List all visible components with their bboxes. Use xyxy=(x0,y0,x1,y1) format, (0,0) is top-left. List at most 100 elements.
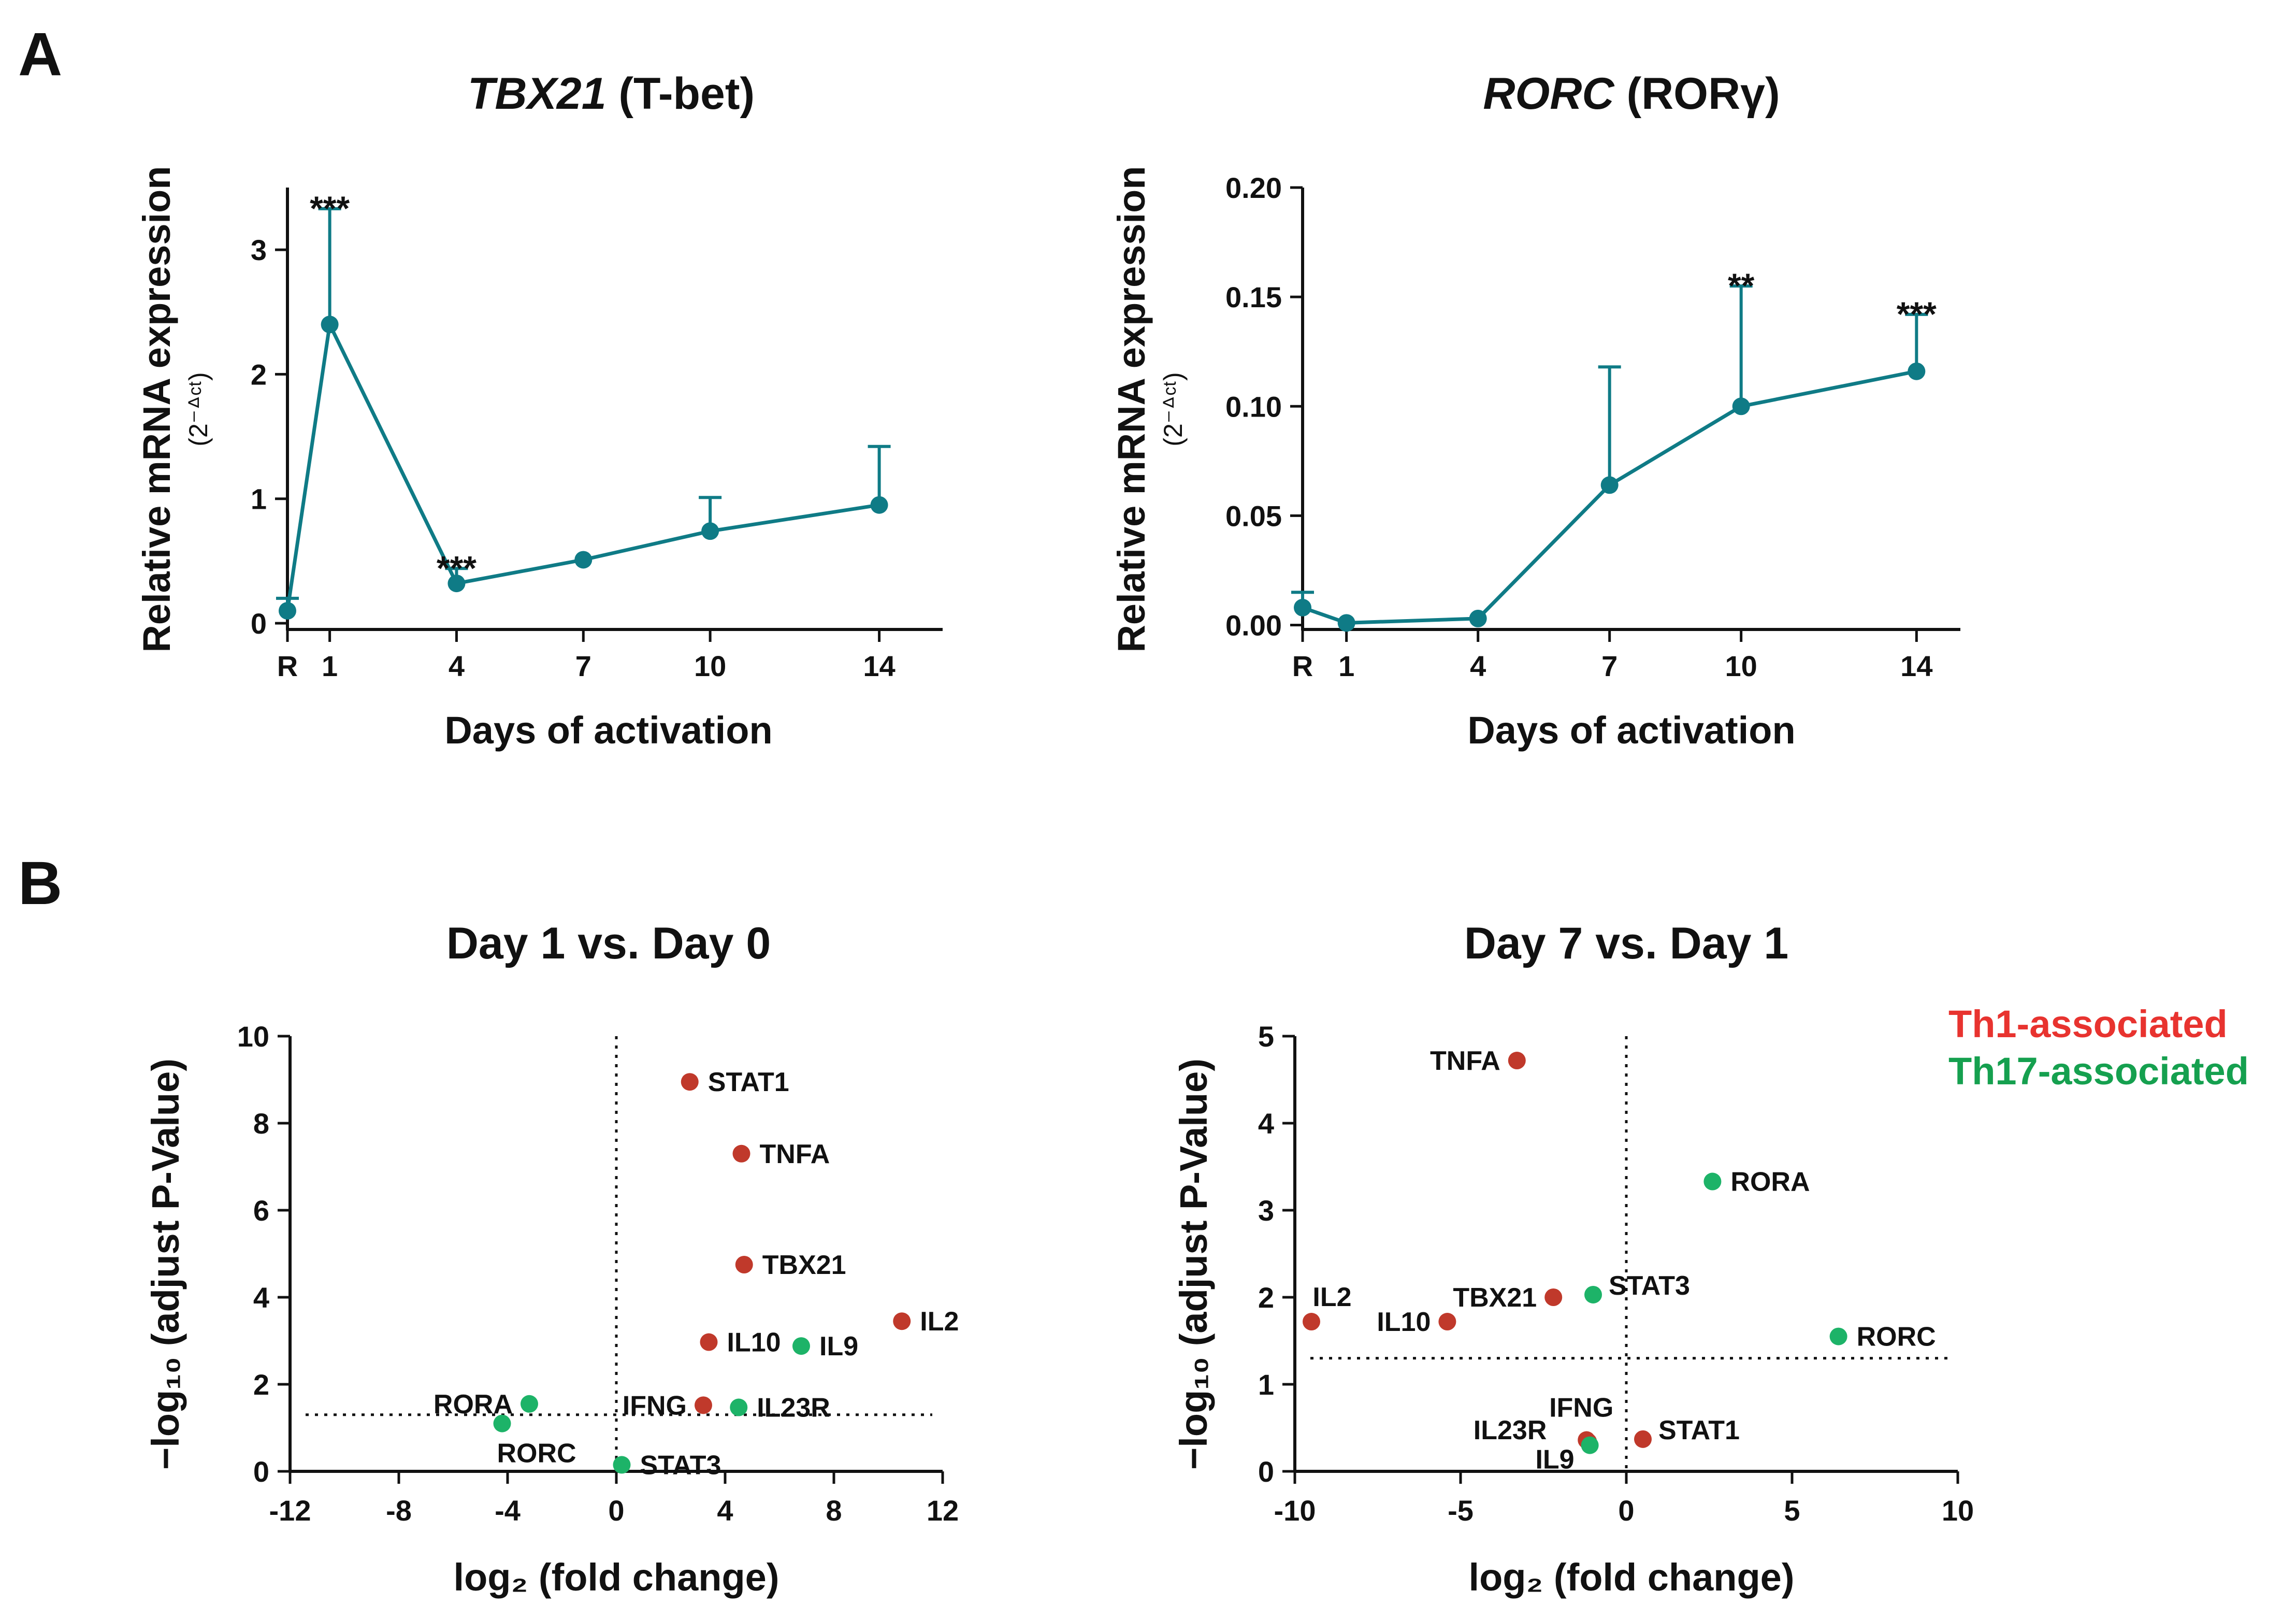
data-point xyxy=(1600,476,1619,494)
gene-label: STAT1 xyxy=(1658,1415,1740,1445)
chart-title: Day 7 vs. Day 1 xyxy=(1464,919,1788,968)
point-stat3 xyxy=(1584,1285,1602,1303)
y-tick-label: 3 xyxy=(251,234,267,266)
data-point xyxy=(701,522,719,540)
gene-label: IFNG xyxy=(1549,1393,1613,1423)
x-tick-label: 14 xyxy=(1900,650,1932,682)
x-tick-label: 0 xyxy=(608,1494,624,1527)
legend-th17-label: Th17-associated xyxy=(1948,1050,2249,1093)
gene-label: RORA xyxy=(1730,1167,1810,1197)
gene-label: TNFA xyxy=(760,1139,830,1169)
gene-label: STAT3 xyxy=(640,1450,721,1480)
point-rorc xyxy=(493,1414,511,1432)
point-ifng xyxy=(695,1396,712,1414)
chart-rorc: RORC (RORγ)0.000.050.100.150.20R 1 4 7 10 14D… xyxy=(1110,69,1960,752)
point-il10 xyxy=(1438,1313,1456,1331)
gene-label: RORC xyxy=(1857,1322,1936,1352)
y-axis-label: Relative mRNA expression xyxy=(1110,166,1153,652)
point-tnfa xyxy=(732,1144,750,1163)
y-axis-sublabel: (2⁻ᐞᶜᵗ) xyxy=(1159,372,1188,446)
title-gene: RORC xyxy=(1483,69,1626,119)
x-tick-label: 14 xyxy=(863,650,895,682)
x-axis-label: Days of activation xyxy=(1467,709,1795,752)
title-protein: (RORγ) xyxy=(1626,69,1780,119)
point-il23r xyxy=(730,1398,748,1416)
y-tick-label: 2 xyxy=(1258,1281,1274,1314)
y-axis-sublabel: (2⁻ᐞᶜᵗ) xyxy=(184,372,213,446)
x-tick-label: 8 xyxy=(826,1494,842,1527)
y-tick-label: 0.10 xyxy=(1225,390,1282,423)
gene-label: RORA xyxy=(434,1389,513,1420)
y-axis-label: −log₁₀ (adjust P-Value) xyxy=(144,1058,187,1470)
x-tick-label: 10 xyxy=(1725,650,1757,682)
data-point xyxy=(321,316,339,334)
x-tick-label: -8 xyxy=(386,1494,412,1527)
y-tick-label: 1 xyxy=(1258,1368,1274,1401)
gene-label: IL9 xyxy=(819,1331,858,1362)
point-tbx21 xyxy=(735,1256,753,1273)
gene-label: IL10 xyxy=(727,1328,781,1358)
data-point xyxy=(1469,609,1487,627)
x-tick-label: 4 xyxy=(717,1494,733,1527)
significance-marker: ** xyxy=(1728,266,1755,305)
chart-volcano-day1-vs-day0: Day 1 vs. Day 0 0 2 4 6 8 10 -12 -8 -4 0 4 8 12 log₂ (… xyxy=(144,919,959,1599)
significance-marker: *** xyxy=(437,549,476,587)
x-tick-label: 7 xyxy=(1601,650,1618,682)
y-tick-label: 4 xyxy=(1258,1107,1274,1140)
x-tick-label: 4 xyxy=(1470,650,1486,682)
x-tick-label: 7 xyxy=(575,650,591,682)
y-tick-label: 0.00 xyxy=(1225,609,1282,642)
y-tick-label: 2 xyxy=(251,358,267,391)
gene-label: TBX21 xyxy=(1453,1283,1537,1313)
y-tick-label: 0.15 xyxy=(1225,281,1282,313)
significance-marker: *** xyxy=(1897,295,1937,333)
gene-label: IL2 xyxy=(920,1307,959,1337)
gene-label: TNFA xyxy=(1430,1046,1500,1076)
series-line xyxy=(285,322,880,611)
point-tbx21 xyxy=(1544,1288,1563,1306)
y-tick-label: 8 xyxy=(253,1107,269,1140)
x-tick-label: 1 xyxy=(322,650,338,682)
point-rora xyxy=(1703,1172,1722,1191)
x-tick-label: -4 xyxy=(495,1494,521,1527)
x-tick-label: 10 xyxy=(694,650,726,682)
point-il2 xyxy=(893,1312,911,1330)
x-axis-label: log₂ (fold change) xyxy=(454,1556,779,1599)
x-tick-label: 10 xyxy=(1942,1494,1974,1527)
data-point xyxy=(574,551,593,569)
point-rorc xyxy=(1829,1327,1847,1345)
gene-label: IL23R xyxy=(757,1393,830,1423)
y-tick-label: 0.05 xyxy=(1225,499,1282,532)
gene-label: IFNG xyxy=(623,1391,687,1421)
chart-volcano-day7-vs-day1: Day 7 vs. Day 1 0 1 2 3 4 5 -10 -5 0 5 10 log₂ (fold… xyxy=(1172,919,1974,1599)
data-point xyxy=(1732,397,1750,416)
gene-label: STAT1 xyxy=(708,1067,789,1097)
gene-label: IL10 xyxy=(1377,1307,1431,1337)
gene-label: STAT3 xyxy=(1609,1271,1690,1301)
significance-marker: *** xyxy=(310,189,350,227)
chart-title: TBX21 (T-bet) xyxy=(468,69,755,119)
x-tick-label: -5 xyxy=(1448,1494,1474,1527)
data-point xyxy=(447,575,466,593)
point-tnfa xyxy=(1508,1052,1526,1070)
y-tick-label: 3 xyxy=(1258,1194,1274,1227)
y-tick-label: 10 xyxy=(237,1020,269,1053)
y-axis-label: −log₁₀ (adjust P-Value) xyxy=(1172,1058,1215,1470)
x-tick-label: 4 xyxy=(449,650,465,682)
point-rora xyxy=(521,1395,538,1413)
y-tick-label: 6 xyxy=(253,1194,269,1227)
y-axis-label: Relative mRNA expression xyxy=(135,166,178,652)
point-stat1 xyxy=(681,1073,699,1091)
point-stat3 xyxy=(613,1456,631,1474)
y-tick-label: 2 xyxy=(253,1368,269,1401)
x-tick-label: R xyxy=(277,650,298,682)
gene-label: IL23R xyxy=(1474,1415,1547,1445)
y-tick-label: 0 xyxy=(253,1455,269,1488)
y-tick-label: 5 xyxy=(1258,1020,1274,1053)
x-tick-label: 5 xyxy=(1784,1494,1800,1527)
gene-label: IL2 xyxy=(1312,1282,1351,1312)
data-point xyxy=(870,496,888,514)
x-tick-label: -12 xyxy=(269,1494,311,1527)
